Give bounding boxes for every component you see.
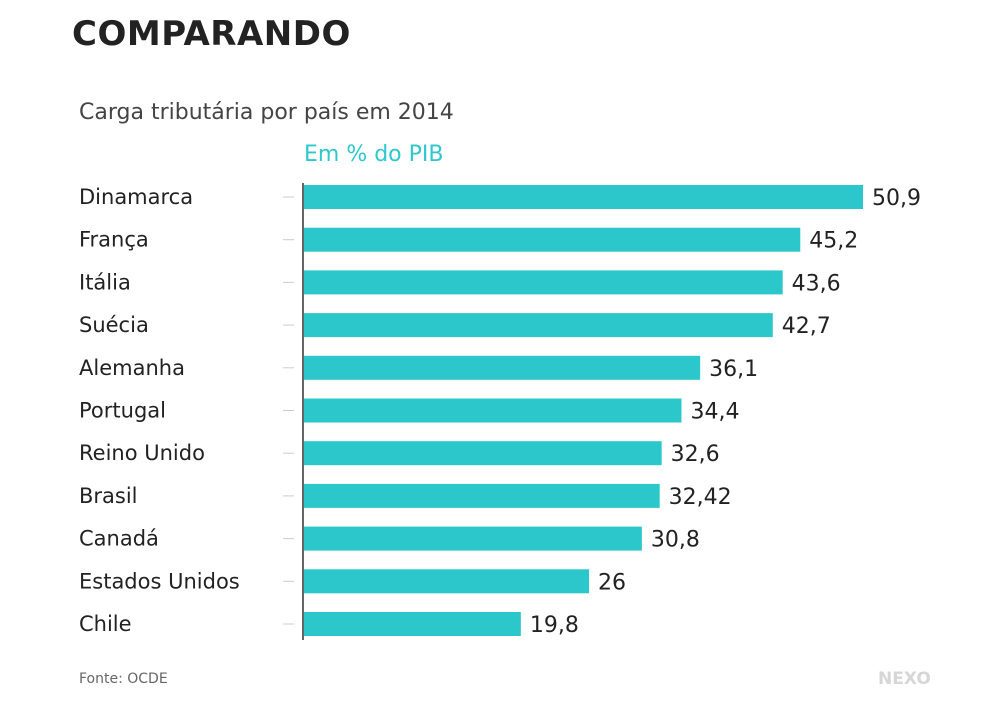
bar (303, 398, 682, 423)
value-label: 34,4 (690, 400, 739, 425)
category-label: Brasil (79, 484, 138, 508)
category-label: Estados Unidos (79, 569, 240, 593)
bar (303, 355, 701, 380)
category-label: Chile (79, 612, 132, 636)
value-label: 36,1 (709, 357, 758, 382)
value-label: 32,6 (671, 442, 720, 467)
bar (303, 441, 662, 466)
bar (303, 270, 783, 295)
bar (303, 526, 642, 551)
chart-title: Carga tributária por país em 2014 (79, 100, 454, 125)
chart-subtitle: Em % do PIB (304, 142, 444, 167)
category-label: Itália (79, 270, 131, 294)
bar (303, 569, 590, 594)
category-label: Alemanha (79, 356, 185, 380)
bar (303, 227, 801, 252)
category-label: França (79, 228, 149, 252)
category-label: Portugal (79, 399, 166, 423)
value-label: 42,7 (782, 314, 831, 339)
category-label: Dinamarca (79, 185, 193, 209)
nexo-logo: NEXO (878, 669, 931, 689)
value-label: 19,8 (530, 613, 579, 638)
bar (303, 612, 521, 636)
value-label: 43,6 (792, 271, 841, 296)
category-label: Suécia (79, 313, 149, 337)
value-label: 45,2 (809, 229, 858, 254)
category-label: Canadá (79, 527, 159, 551)
value-label: 30,8 (651, 528, 700, 553)
page-heading: COMPARANDO (72, 14, 351, 54)
category-label: Reino Unido (79, 441, 205, 465)
source-note: Fonte: OCDE (79, 671, 168, 687)
bar (303, 313, 773, 338)
bar (303, 185, 863, 209)
value-label: 50,9 (872, 186, 921, 211)
bar (303, 483, 660, 508)
value-label: 26 (598, 570, 626, 595)
value-label: 32,42 (669, 485, 732, 510)
